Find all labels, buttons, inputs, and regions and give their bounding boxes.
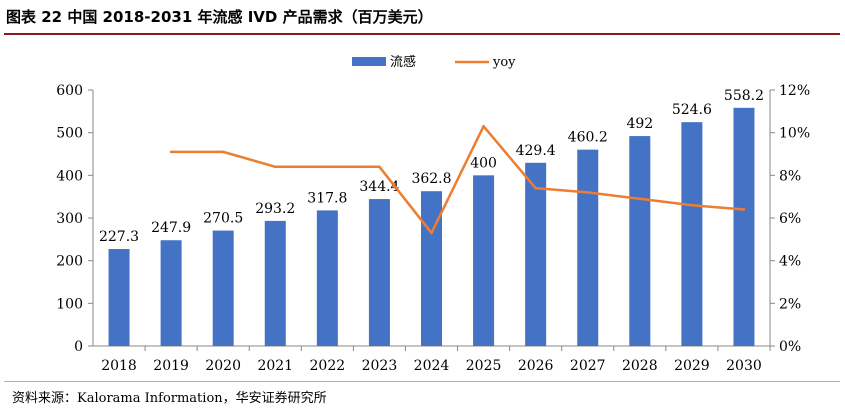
x-tick-label: 2023 <box>362 358 398 374</box>
legend-bar-swatch <box>352 57 386 66</box>
bar <box>733 107 755 347</box>
bar <box>525 162 547 346</box>
yoy-point <box>482 124 485 128</box>
yoy-point <box>638 197 642 201</box>
yoy-point <box>690 203 694 207</box>
bar <box>629 136 651 346</box>
x-tick-label: 2024 <box>414 358 450 374</box>
bar-data-label: 270.5 <box>203 211 243 227</box>
bar <box>681 122 703 346</box>
bar-data-label: 524.6 <box>672 102 712 118</box>
bar <box>577 149 599 346</box>
legend: 流感 yoy <box>352 54 516 70</box>
bar-data-label: 362.8 <box>411 171 451 187</box>
bar-data-label: 460.2 <box>568 130 608 146</box>
y-right-tick-label: 6% <box>779 211 801 227</box>
bar <box>108 249 130 346</box>
title-divider <box>4 33 840 35</box>
x-tick-label: 2021 <box>257 358 293 374</box>
bar-series <box>108 107 755 347</box>
x-tick-label: 2030 <box>726 358 762 374</box>
y-right-tick-label: 2% <box>779 296 801 312</box>
y-left-tick-label: 200 <box>56 254 83 270</box>
bar <box>264 220 286 346</box>
x-tick-label: 2022 <box>310 358 346 374</box>
bar <box>473 175 495 346</box>
x-tick-label: 2028 <box>622 358 658 374</box>
line-series <box>169 124 746 235</box>
legend-bar-label: 流感 <box>390 54 416 70</box>
bar-data-label: 344.4 <box>359 179 399 195</box>
y-left-tick-label: 100 <box>56 296 83 312</box>
bar <box>316 210 338 346</box>
y-right-tick-label: 8% <box>779 168 801 184</box>
y-left-tick-label: 500 <box>56 126 83 142</box>
x-tick-label: 2026 <box>518 358 554 374</box>
x-tick-label: 2025 <box>466 358 502 374</box>
bar-data-label: 247.9 <box>151 220 191 236</box>
legend-line-label: yoy <box>492 55 516 70</box>
bar-data-label: 227.3 <box>99 229 139 245</box>
yoy-point <box>534 186 537 190</box>
bar-data-label: 558.2 <box>724 88 764 104</box>
y-left-tick-label: 300 <box>56 211 83 227</box>
yoy-line <box>171 125 745 235</box>
figure-title: 图表 22 中国 2018-2031 年流感 IVD 产品需求（百万美元） <box>6 8 433 26</box>
y-left-tick-label: 600 <box>56 83 83 99</box>
bar-labels: 227.3 247.9 270.5 293.2 317.8 344.4 362.8 400 42… <box>99 88 764 245</box>
yoy-point <box>169 150 173 154</box>
source-note: 资料来源：Kalorama Information，华安证券研究所 <box>12 391 327 406</box>
yoy-point <box>378 165 381 169</box>
x-tick-label: 2029 <box>674 358 710 374</box>
yoy-point <box>221 150 225 154</box>
bar <box>421 191 442 346</box>
bar-data-label: 429.4 <box>516 143 556 159</box>
yoy-point <box>742 208 746 211</box>
yoy-point <box>586 191 590 194</box>
axes: 0 100 200 300 400 500 600 0% 2% 4% 6% 8% 10% 12% 2018 2… <box>56 83 810 374</box>
yoy-point <box>430 231 433 235</box>
x-tick-label: 2020 <box>205 358 241 374</box>
y-right-tick-label: 0% <box>779 339 801 355</box>
y-right-tick-label: 4% <box>779 254 801 270</box>
y-right-tick-label: 12% <box>779 83 810 99</box>
bar <box>212 230 234 346</box>
y-left-tick-label: 0 <box>74 339 83 355</box>
y-right-tick-label: 10% <box>779 126 810 142</box>
bar <box>160 240 182 346</box>
source-divider <box>4 381 840 382</box>
bar-data-label: 492 <box>626 116 653 132</box>
bar-data-label: 293.2 <box>255 201 295 217</box>
yoy-point <box>273 165 277 169</box>
bar <box>368 199 390 346</box>
bar-data-label: 400 <box>470 155 497 171</box>
x-tick-label: 2027 <box>570 358 606 374</box>
x-tick-label: 2019 <box>153 358 189 374</box>
bar-data-label: 317.8 <box>307 190 347 206</box>
y-left-tick-label: 400 <box>56 168 83 184</box>
x-tick-label: 2018 <box>101 358 137 374</box>
yoy-point <box>326 165 329 169</box>
